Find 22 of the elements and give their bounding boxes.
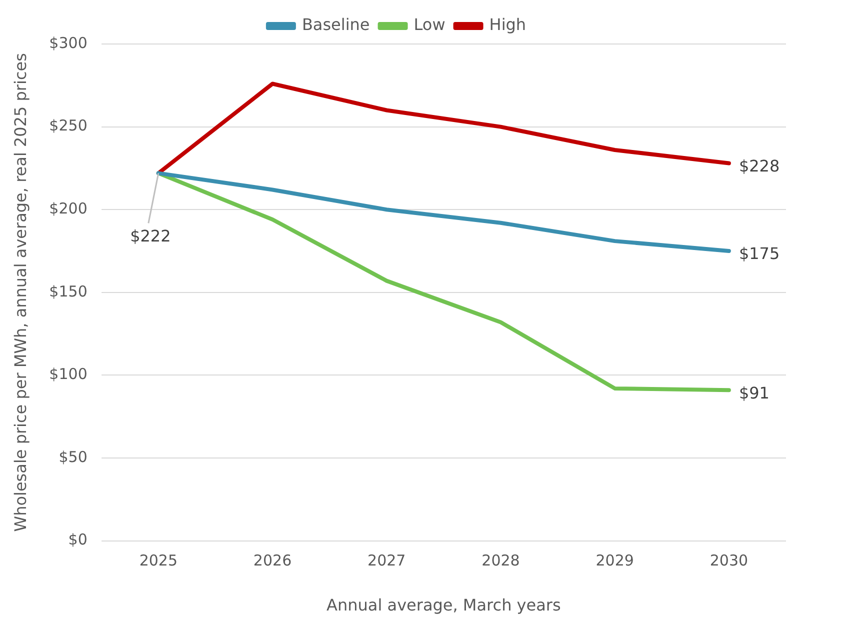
x-tick-label: 2025 xyxy=(139,552,178,570)
x-tick-label: 2027 xyxy=(368,552,406,570)
data-label: $91 xyxy=(738,383,770,402)
y-tick-label: $200 xyxy=(49,199,88,218)
y-tick-label: $50 xyxy=(58,448,88,466)
y-axis-title: Wholesale price per MWh, annual average, real 2025 prices xyxy=(10,53,30,532)
y-tick-label: $250 xyxy=(49,116,88,135)
x-tick-label: 2026 xyxy=(253,552,292,570)
y-tick-label: $100 xyxy=(49,365,88,384)
data-label: $228 xyxy=(738,156,780,176)
y-tick-label: $0 xyxy=(68,530,88,549)
x-tick-label: 2029 xyxy=(596,552,634,570)
legend-label: Low xyxy=(414,15,446,34)
x-axis-title: Annual average, March years xyxy=(326,596,561,615)
y-tick-label: $150 xyxy=(49,282,88,300)
legend-label: High xyxy=(489,15,526,34)
legend-label: Baseline xyxy=(302,15,370,34)
data-label: $175 xyxy=(738,244,780,264)
x-tick-label: 2030 xyxy=(710,552,748,570)
data-label: $222 xyxy=(130,226,171,246)
y-tick-label: $300 xyxy=(49,34,88,52)
x-tick-label: 2028 xyxy=(482,552,520,570)
